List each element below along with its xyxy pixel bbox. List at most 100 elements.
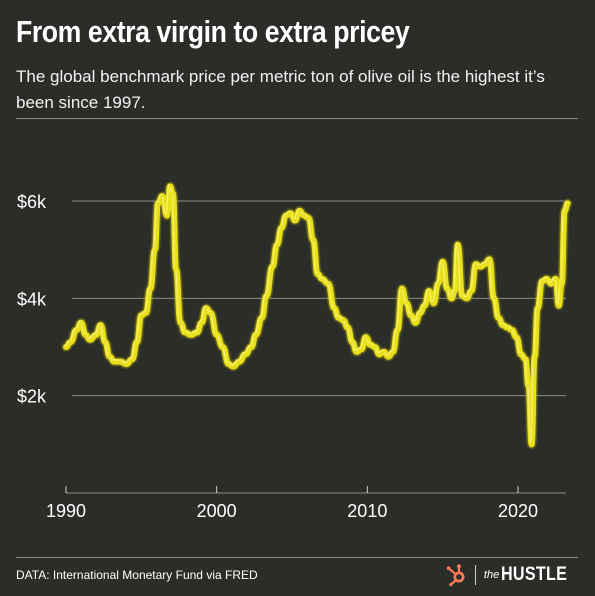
price-point: [265, 294, 268, 298]
price-point: [355, 350, 358, 354]
price-point: [346, 326, 349, 329]
price-point: [284, 214, 288, 217]
price-point: [280, 226, 283, 229]
price-point: [418, 311, 422, 315]
x-tick-label: 2010: [347, 501, 387, 521]
price-point: [524, 358, 527, 361]
price-point: [465, 297, 468, 300]
price-point: [195, 331, 199, 334]
brand-separator: [474, 565, 476, 585]
price-point: [432, 302, 435, 305]
price-point: [113, 360, 116, 363]
price-point: [99, 323, 102, 327]
brand-the-text: the: [483, 569, 500, 581]
price-point: [540, 280, 544, 283]
price-point: [275, 243, 279, 246]
price-point: [311, 238, 315, 242]
price-point: [289, 212, 292, 215]
price-point: [174, 267, 178, 271]
y-tick-label: $2k: [17, 387, 47, 407]
price-point: [238, 360, 241, 363]
price-point: [209, 311, 212, 315]
page-subtitle: The global benchmark price per metric to…: [16, 67, 545, 112]
price-point: [501, 323, 505, 327]
price-point: [337, 316, 340, 319]
price-point: [461, 294, 464, 298]
price-point: [165, 214, 169, 217]
price-point: [271, 265, 274, 268]
price-point: [84, 333, 87, 336]
price-point: [364, 336, 367, 339]
brand-name-text: HUSTLE: [501, 564, 568, 585]
top-divider: [16, 118, 578, 119]
price-point: [108, 355, 111, 358]
price-point: [244, 353, 247, 356]
price-point: [298, 209, 301, 212]
olive-oil-price-chart: $2k $4k $6k 1990 2000 2010 2020: [17, 181, 573, 521]
price-point: [302, 214, 306, 217]
price-point: [391, 350, 395, 354]
price-point: [470, 289, 473, 293]
price-point: [342, 319, 345, 322]
price-point: [536, 306, 539, 310]
price-point: [423, 304, 426, 307]
price-point: [488, 258, 491, 261]
brand-logo: the HUSTLE: [445, 562, 579, 588]
price-point: [560, 282, 563, 285]
price-point: [527, 384, 530, 388]
price-point: [64, 345, 68, 349]
price-point: [204, 306, 208, 310]
y-tick-label: $4k: [17, 289, 47, 309]
price-point: [405, 302, 408, 305]
price-point: [450, 297, 453, 300]
x-axis: [65, 486, 566, 494]
price-point: [333, 306, 336, 310]
price-point: [215, 333, 218, 336]
price-point: [254, 333, 257, 336]
price-point: [69, 340, 72, 344]
price-point: [510, 328, 514, 332]
price-point: [456, 243, 459, 246]
price-point: [545, 277, 548, 281]
price-point: [327, 282, 330, 285]
hubspot-sprocket-icon: [446, 564, 465, 587]
price-point: [396, 328, 399, 332]
price-point: [492, 297, 496, 300]
tick-labels: $2k $4k $6k 1990 2000 2010 2020: [17, 192, 538, 521]
price-point: [497, 316, 500, 319]
price-point: [144, 311, 148, 315]
price-point: [119, 360, 122, 363]
price-point: [530, 443, 533, 446]
price-point: [168, 185, 172, 188]
price-point: [250, 345, 253, 349]
price-point: [441, 260, 444, 263]
price-point: [227, 362, 230, 366]
price-point: [125, 362, 128, 366]
price-point: [221, 345, 224, 349]
price-point: [75, 328, 78, 332]
price-point: [200, 321, 203, 324]
series-layer: [61, 181, 573, 449]
price-point: [533, 355, 536, 358]
price-line-highlight: [64, 184, 568, 444]
price-point: [474, 263, 477, 266]
price-point: [183, 331, 187, 334]
price-point: [88, 338, 92, 341]
price-point: [156, 202, 160, 205]
price-point: [149, 287, 152, 290]
price-point: [409, 314, 413, 317]
price-point: [566, 202, 569, 205]
price-point: [382, 350, 386, 354]
price-point: [414, 321, 417, 324]
price-point: [135, 340, 138, 344]
price-point: [140, 314, 143, 317]
price-point: [436, 282, 440, 285]
price-point: [549, 282, 553, 285]
price-point: [351, 340, 354, 344]
price-point: [131, 358, 134, 361]
price-point: [179, 321, 182, 324]
price-point: [563, 209, 566, 212]
x-tick-label: 1990: [46, 501, 86, 521]
price-point: [360, 348, 363, 351]
price-point: [260, 316, 264, 319]
